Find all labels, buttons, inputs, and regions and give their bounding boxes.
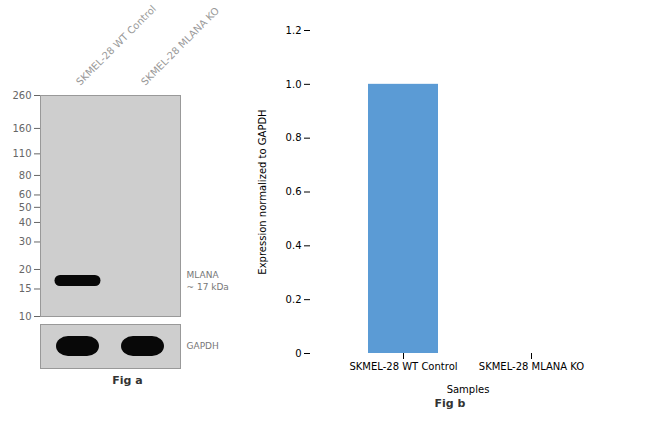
svg-text:0: 0 bbox=[295, 348, 301, 359]
svg-text:0.4: 0.4 bbox=[286, 240, 302, 251]
svg-text:30: 30 bbox=[19, 236, 32, 247]
svg-text:1.0: 1.0 bbox=[286, 79, 302, 90]
svg-text:160: 160 bbox=[12, 123, 31, 134]
svg-text:SKMEL-28 MLANA KO: SKMEL-28 MLANA KO bbox=[479, 361, 585, 372]
svg-text:260: 260 bbox=[12, 90, 31, 101]
svg-text:0.8: 0.8 bbox=[286, 132, 302, 143]
html-text:Fig b: Fig b bbox=[434, 397, 466, 410]
svg-text:0.2: 0.2 bbox=[286, 294, 302, 305]
svg-text:15: 15 bbox=[19, 283, 32, 294]
svg-text:SKMEL-28 WT Control: SKMEL-28 WT Control bbox=[73, 3, 159, 88]
svg-text:0.6: 0.6 bbox=[286, 186, 302, 197]
svg-text:10: 10 bbox=[19, 311, 32, 320]
svg-text:SKMEL-28 WT Control: SKMEL-28 WT Control bbox=[349, 361, 457, 372]
svg-text:GAPDH: GAPDH bbox=[187, 341, 219, 351]
svg-text:Expression normalized to GAPDH: Expression normalized to GAPDH bbox=[257, 109, 268, 274]
svg-text:Samples: Samples bbox=[447, 384, 490, 395]
svg-text:SKMEL-28 MLANA KO: SKMEL-28 MLANA KO bbox=[139, 5, 221, 87]
svg-text:80: 80 bbox=[19, 170, 32, 181]
html-text:Fig a: Fig a bbox=[112, 374, 143, 387]
svg-text:40: 40 bbox=[19, 217, 32, 228]
svg-text:60: 60 bbox=[19, 189, 32, 200]
svg-text:20: 20 bbox=[19, 264, 32, 275]
svg-text:1.2: 1.2 bbox=[286, 25, 302, 36]
svg-text:50: 50 bbox=[19, 202, 32, 213]
svg-text:MLANA~ 17 kDa: MLANA~ 17 kDa bbox=[187, 270, 229, 292]
svg-text:110: 110 bbox=[12, 148, 31, 159]
